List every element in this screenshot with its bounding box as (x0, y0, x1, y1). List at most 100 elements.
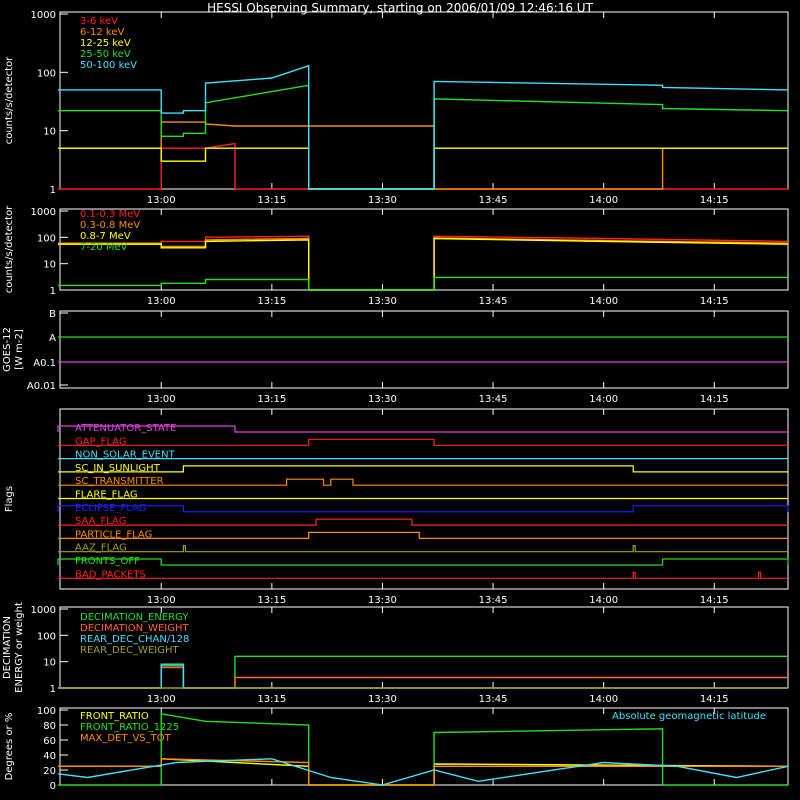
flag-label: FLARE_FLAG (75, 490, 138, 501)
x-tick-label: 14:15 (700, 296, 729, 307)
x-tick-label: 13:00 (147, 694, 176, 705)
legend-entry: 50-100 keV (80, 60, 137, 71)
legend-entry: 6-12 keV (80, 27, 124, 38)
x-tick-label: 13:30 (368, 296, 397, 307)
flag-line (57, 505, 789, 513)
series-line (58, 84, 789, 190)
x-tick-label: 13:45 (479, 595, 508, 606)
legend-entry: 7-20 MeV (80, 242, 128, 253)
x-tick-label: 14:15 (700, 595, 729, 606)
flag-label: NON_SOLAR_EVENT (75, 450, 176, 461)
legend-entry: 0.8-7 MeV (80, 231, 131, 242)
y-axis-label: counts/s/detector (4, 205, 15, 293)
panel-frame (59, 310, 789, 389)
y-tick-label: A0.1 (33, 358, 56, 369)
flag-label: BAD_PACKETS (75, 569, 146, 580)
flag-line (57, 425, 788, 433)
x-tick-label: 13:15 (257, 595, 286, 606)
y-axis-label-2: ENERGY or weight (14, 602, 25, 693)
series-line (58, 237, 789, 291)
legend-entry: REAR_DEC_WEIGHT (80, 645, 179, 656)
series-line (58, 142, 788, 190)
x-tick-label: 13:15 (257, 394, 286, 405)
y-tick-label: 10 (43, 127, 56, 138)
legend-entry: 12-25 keV (80, 38, 131, 49)
y-tick-label: 0 (50, 781, 56, 792)
y-tick-label: 10 (43, 260, 56, 271)
y-axis-label: Flags (4, 486, 15, 512)
x-tick-label: 13:30 (368, 394, 397, 405)
y-tick-label: 1000 (31, 10, 56, 21)
flag-line (58, 465, 788, 473)
series-line (57, 758, 789, 786)
y-tick-label: 80 (43, 721, 56, 732)
x-tick-label: 13:45 (479, 195, 508, 206)
panel-frame (59, 11, 789, 190)
series-line (58, 276, 788, 291)
y-tick-label: 1 (50, 286, 56, 297)
y-tick-label: 1 (50, 185, 56, 196)
flag-label: PARTICLE_FLAG (75, 529, 152, 540)
flag-label: GAP_FLAG (75, 436, 127, 447)
y-tick-label: 100 (37, 68, 56, 79)
x-tick-label: 14:00 (589, 394, 618, 405)
legend-entry: 0.3-0.8 MeV (80, 220, 140, 231)
y-tick-label: 1000 (31, 207, 56, 218)
x-tick-label: 13:45 (479, 394, 508, 405)
x-tick-label: 14:00 (589, 595, 618, 606)
x-tick-label: 13:15 (257, 694, 286, 705)
flag-label: FRONTS_OFF (75, 556, 140, 567)
legend-entry: DECIMATION_WEIGHT (80, 623, 189, 634)
flag-label: SC_IN_SUNLIGHT (75, 463, 161, 474)
flag-line (58, 531, 788, 540)
y-tick-label: A (49, 333, 56, 344)
y-tick-label: 100 (37, 233, 56, 244)
x-tick-label: 13:45 (479, 296, 508, 307)
x-tick-label: 13:00 (147, 595, 176, 606)
flag-line (58, 571, 788, 579)
y-axis-label: counts/s/detector (4, 56, 15, 144)
series-line (58, 147, 788, 190)
series-line (58, 758, 788, 786)
y-tick-label: 1000 (31, 605, 56, 616)
flag-line (58, 518, 788, 526)
flag-label: SAA_FLAG (75, 516, 126, 527)
legend-entry: 3-6 keV (80, 16, 118, 27)
flag-line (57, 558, 789, 566)
series-line (58, 64, 789, 190)
x-tick-label: 13:00 (147, 394, 176, 405)
series-line (58, 235, 789, 291)
flag-line (58, 478, 788, 486)
x-tick-label: 14:00 (589, 195, 618, 206)
legend-entry: 25-50 keV (80, 49, 131, 60)
y-tick-label: 100 (37, 706, 56, 717)
y-tick-label: 40 (43, 751, 56, 762)
x-tick-label: 14:15 (700, 394, 729, 405)
y-tick-label: A0.01 (27, 381, 56, 392)
series-line (58, 666, 788, 689)
y-tick-label: B (49, 309, 56, 320)
x-tick-label: 13:00 (147, 195, 176, 206)
flag-label: ATTENUATOR_STATE (75, 423, 176, 434)
y-tick-label: 60 (43, 736, 56, 747)
x-tick-label: 13:15 (257, 296, 286, 307)
x-tick-label: 14:15 (700, 195, 729, 206)
annotation-label: Absolute geomagnetic latitude (612, 711, 766, 722)
legend-entry: MAX_DET_VS_TOT (80, 733, 172, 744)
x-tick-label: 14:00 (589, 296, 618, 307)
flag-line (58, 545, 788, 553)
series-line (58, 655, 788, 689)
y-tick-label: 100 (37, 631, 56, 642)
y-tick-label: 20 (43, 766, 56, 777)
flag-line (58, 438, 788, 446)
legend-entry: DECIMATION_ENERGY (80, 612, 189, 623)
x-tick-label: 13:00 (147, 296, 176, 307)
x-tick-label: 13:30 (368, 195, 397, 206)
series-line (58, 237, 789, 291)
x-tick-label: 13:30 (368, 694, 397, 705)
flag-label: ECLIPSE_FLAG (75, 503, 146, 514)
legend-entry: 0.1-0.3 MeV (80, 209, 140, 220)
x-tick-label: 13:45 (479, 694, 508, 705)
flag-label: AAZ_FLAG (75, 543, 127, 554)
